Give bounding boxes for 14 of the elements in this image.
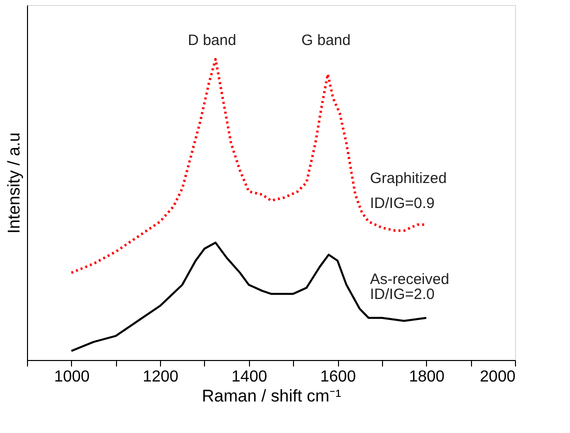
x-tick-label: 1000 <box>54 368 90 386</box>
y-axis-title: Intensity / a.u <box>4 132 24 234</box>
text: D band <box>188 32 236 49</box>
x-tick-label: 1800 <box>408 368 445 386</box>
x-tick-label: 1200 <box>142 368 178 386</box>
x-tick-label: 1600 <box>320 368 356 386</box>
series-label: As-received <box>370 271 450 288</box>
x-axis-title: Raman / shift cm⁻¹ <box>202 386 342 406</box>
text: G band <box>301 32 351 49</box>
series-label: Graphitized <box>370 170 447 187</box>
x-tick-label: 2000 <box>480 368 516 386</box>
annotation: ID/IG=2.0 <box>370 286 435 303</box>
x-tick-label: 1400 <box>232 368 268 386</box>
annotation: ID/IG=0.9 <box>370 195 435 212</box>
